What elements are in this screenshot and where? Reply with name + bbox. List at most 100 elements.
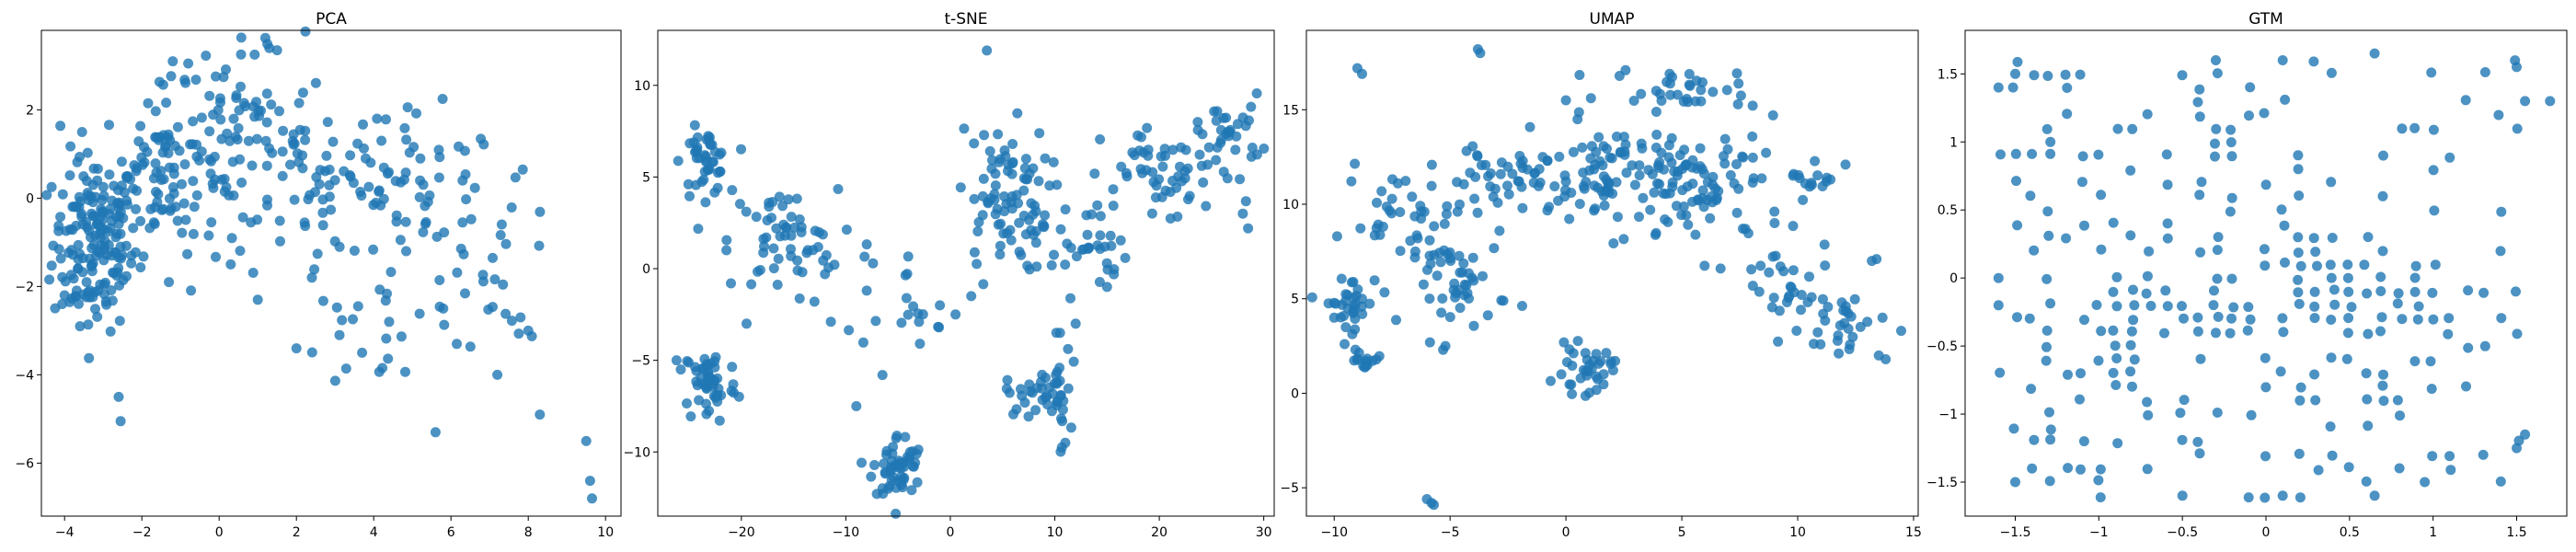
scatter-point <box>2045 434 2056 445</box>
scatter-point <box>2012 56 2023 67</box>
scatter-point <box>1660 214 1671 224</box>
scatter-point <box>1665 89 1676 100</box>
scatter-point <box>55 212 66 223</box>
scatter-point <box>213 105 224 116</box>
scatter-point <box>1437 293 1448 304</box>
scatter-point <box>128 183 139 194</box>
scatter-point <box>1007 156 1018 167</box>
scatter-point <box>2512 62 2522 73</box>
scatter-point <box>1415 201 1426 212</box>
scatter-point <box>115 241 126 252</box>
scatter-point <box>358 119 368 130</box>
scatter-point <box>55 253 66 264</box>
scatter-point <box>1018 185 1029 196</box>
scatter-point <box>2108 286 2119 297</box>
scatter-point <box>1769 218 1780 228</box>
scatter-point <box>2125 339 2136 351</box>
scatter-point <box>1350 344 1361 355</box>
scatter-point <box>1436 307 1447 318</box>
scatter-point <box>2196 177 2207 188</box>
scatter-point <box>2260 492 2271 503</box>
scatter-point <box>2077 151 2088 162</box>
scatter-point <box>189 201 200 213</box>
scatter-point <box>76 127 87 137</box>
y-tick-label: −1 <box>1938 408 1958 422</box>
scatter-point <box>2493 109 2504 121</box>
scatter-point <box>2212 273 2223 284</box>
scatter-point <box>1738 152 1749 163</box>
scatter-point <box>903 251 914 262</box>
scatter-point <box>372 113 383 124</box>
scatter-point <box>887 448 898 459</box>
scatter-point <box>2377 190 2388 201</box>
scatter-point <box>115 228 126 239</box>
scatter-point <box>2213 232 2224 243</box>
scatter-point <box>434 275 445 285</box>
scatter-point <box>2308 56 2319 67</box>
scatter-point <box>1060 437 1071 448</box>
scatter-point <box>261 160 272 171</box>
scatter-point <box>2377 246 2388 257</box>
scatter-point <box>2142 464 2153 475</box>
y-tick-label: 5 <box>642 170 650 185</box>
scatter-point <box>1620 139 1631 150</box>
scatter-point <box>116 156 127 167</box>
scatter-point <box>236 81 246 92</box>
scatter-point <box>1445 256 1456 266</box>
scatter-point <box>489 274 500 285</box>
y-tick-label: 0 <box>1291 386 1299 401</box>
scatter-point <box>1492 197 1503 208</box>
scatter-point <box>1664 78 1675 89</box>
scatter-point <box>2075 394 2085 405</box>
scatter-point <box>1116 161 1127 172</box>
scatter-point <box>1034 128 1045 139</box>
scatter-point <box>2277 55 2288 65</box>
scatter-point <box>1434 247 1445 259</box>
scatter-point <box>1424 337 1435 348</box>
scatter-point <box>153 189 164 200</box>
x-tick-label: 20 <box>1151 525 1167 540</box>
scatter-point <box>2326 352 2337 363</box>
scatter-point <box>1719 151 1729 162</box>
scatter-point <box>99 236 110 247</box>
scatter-point <box>1697 77 1708 87</box>
scatter-point <box>2310 395 2321 406</box>
scatter-point <box>1055 390 1066 400</box>
scatter-point <box>91 250 102 261</box>
scatter-point <box>168 188 179 199</box>
scatter-point <box>896 317 907 328</box>
scatter-point <box>907 461 918 472</box>
scatter-point <box>2426 67 2437 78</box>
scatter-point <box>1092 240 1103 251</box>
scatter-point <box>772 280 783 290</box>
scatter-point <box>2112 438 2123 449</box>
x-tick-label: 10 <box>1789 525 1806 540</box>
scatter-point <box>113 185 123 196</box>
scatter-point <box>857 457 867 468</box>
scatter-point <box>1769 206 1780 217</box>
scatter-point <box>777 201 788 212</box>
scatter-point <box>2426 384 2437 395</box>
scatter-point <box>1330 298 1341 309</box>
scatter-point <box>1833 330 1844 341</box>
scatter-point <box>2277 490 2288 501</box>
scatter-point <box>906 485 917 496</box>
scatter-point <box>891 508 902 519</box>
scatter-point <box>2177 70 2188 81</box>
scatter-point <box>700 197 711 208</box>
scatter-point <box>789 222 800 233</box>
scatter-point <box>1065 422 1076 433</box>
scatter-point <box>1369 275 1380 286</box>
scatter-point <box>1243 223 1254 234</box>
scatter-point <box>1634 160 1645 171</box>
scatter-point <box>1472 150 1483 161</box>
scatter-point <box>267 147 278 158</box>
scatter-point <box>2108 325 2119 336</box>
scatter-point <box>2294 190 2305 201</box>
scatter-point <box>114 316 125 327</box>
scatter-point <box>126 250 137 261</box>
scatter-point <box>2212 408 2223 418</box>
scatter-point <box>1016 384 1026 395</box>
scatter-point <box>2378 369 2388 380</box>
scatter-point <box>1040 153 1051 164</box>
